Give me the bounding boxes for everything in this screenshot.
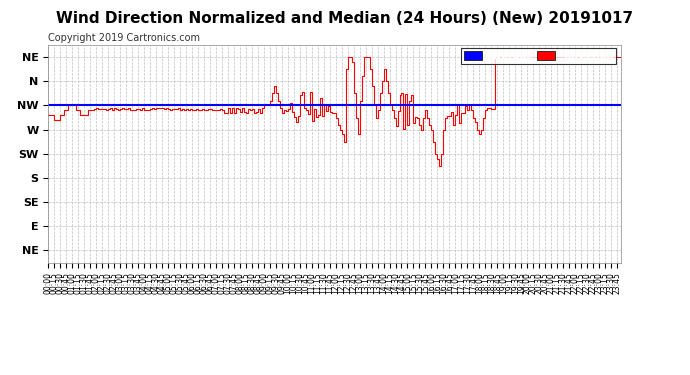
Text: Copyright 2019 Cartronics.com: Copyright 2019 Cartronics.com	[48, 33, 200, 43]
Legend: Average, Direction: Average, Direction	[461, 48, 616, 63]
Text: Wind Direction Normalized and Median (24 Hours) (New) 20191017: Wind Direction Normalized and Median (24…	[57, 11, 633, 26]
